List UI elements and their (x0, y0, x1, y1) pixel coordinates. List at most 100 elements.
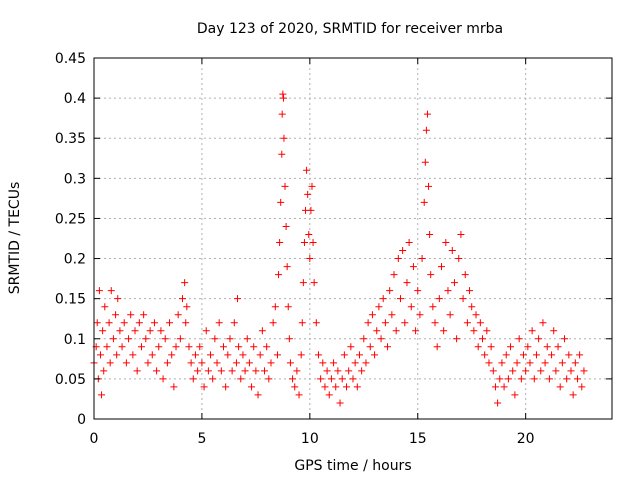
data-point (224, 351, 232, 359)
data-point (332, 383, 340, 391)
data-point (556, 383, 564, 391)
data-point (265, 375, 273, 383)
data-point (418, 255, 426, 263)
data-point (300, 239, 308, 247)
data-point (99, 327, 107, 335)
data-point (325, 391, 333, 399)
data-point (498, 359, 506, 367)
data-point (576, 351, 584, 359)
data-point (129, 351, 137, 359)
data-point (96, 351, 104, 359)
data-point (530, 375, 538, 383)
y-tick-label: 0.15 (55, 292, 86, 308)
data-point (550, 327, 558, 335)
data-point (535, 335, 543, 343)
x-tick-label: 0 (90, 431, 99, 447)
data-point (407, 303, 415, 311)
data-point (103, 343, 111, 351)
data-point (305, 230, 313, 238)
data-point (377, 335, 385, 343)
data-point (515, 335, 523, 343)
data-point (100, 367, 108, 375)
data-point (396, 295, 404, 303)
data-point (545, 375, 553, 383)
data-point (258, 327, 266, 335)
data-point (520, 351, 528, 359)
data-point (394, 255, 402, 263)
data-point (209, 375, 217, 383)
data-point (513, 359, 521, 367)
axis-ticks: 0 5 10 15 20 0 0.05 0.1 0.15 0.2 0.25 0.3 0.35 0.4 0.4… (55, 51, 612, 447)
data-point (463, 319, 471, 327)
data-point (142, 335, 150, 343)
data-point (323, 367, 331, 375)
data-point (306, 255, 314, 263)
data-point (401, 319, 409, 327)
data-point (284, 303, 292, 311)
data-point (211, 335, 219, 343)
data-point (283, 263, 291, 271)
data-point (95, 287, 103, 295)
data-point (507, 343, 515, 351)
data-point (479, 335, 486, 343)
data-point (295, 391, 303, 399)
data-point (276, 239, 284, 247)
chart-title: Day 123 of 2020, SRMTID for receiver mrb… (197, 21, 503, 37)
data-point (304, 190, 312, 198)
data-point (254, 391, 262, 399)
data-point (148, 351, 156, 359)
data-point (235, 343, 243, 351)
data-point (459, 295, 467, 303)
data-point (481, 351, 489, 359)
data-point (468, 303, 476, 311)
data-point (168, 351, 176, 359)
data-point (390, 271, 398, 279)
grid-lines (94, 58, 612, 419)
data-point (252, 367, 260, 375)
data-point (157, 327, 165, 335)
data-point (215, 319, 223, 327)
data-point (234, 295, 242, 303)
data-point (472, 311, 480, 319)
data-point (198, 359, 206, 367)
data-point (511, 391, 519, 399)
data-point (144, 359, 152, 367)
data-point (310, 279, 318, 287)
data-point (194, 367, 202, 375)
data-point (416, 311, 424, 319)
data-point (379, 295, 387, 303)
data-point (334, 367, 342, 375)
data-point (448, 247, 456, 255)
data-point (532, 351, 540, 359)
data-point (552, 367, 560, 375)
data-point (232, 359, 240, 367)
data-point (237, 375, 245, 383)
data-point (375, 303, 383, 311)
data-point (317, 375, 325, 383)
data-point (548, 351, 556, 359)
data-point (109, 335, 117, 343)
data-points (90, 90, 588, 407)
data-point (384, 343, 392, 351)
data-point (470, 327, 478, 335)
data-point (321, 383, 329, 391)
data-point (261, 367, 269, 375)
data-point (163, 359, 171, 367)
data-point (450, 279, 458, 287)
data-point (155, 343, 163, 351)
data-point (150, 319, 158, 327)
x-tick-label: 20 (517, 431, 535, 447)
data-point (239, 351, 247, 359)
data-point (563, 375, 571, 383)
data-point (351, 359, 359, 367)
data-point (269, 319, 277, 327)
data-point (330, 359, 338, 367)
data-point (517, 375, 525, 383)
data-point (368, 311, 376, 319)
data-point (159, 375, 167, 383)
data-point (554, 343, 562, 351)
data-point (338, 375, 346, 383)
data-point (580, 367, 588, 375)
data-point (248, 383, 256, 391)
